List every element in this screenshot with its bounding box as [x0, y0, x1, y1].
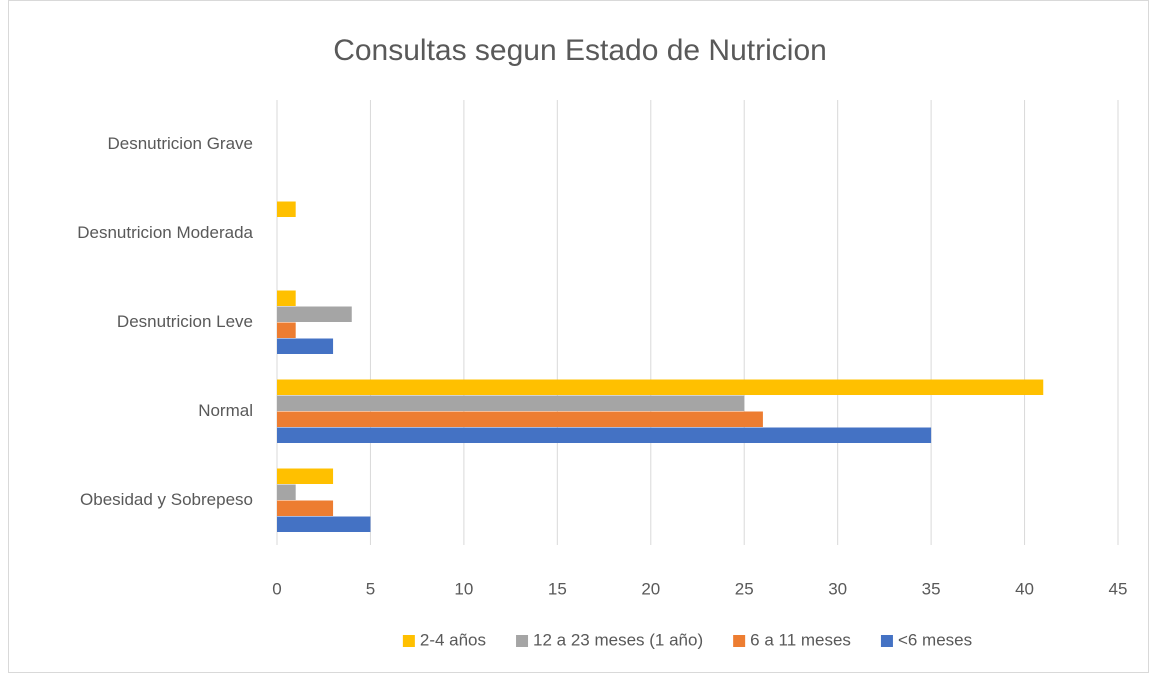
bar	[277, 395, 745, 411]
y-tick-label: Desnutricion Grave	[107, 134, 253, 153]
y-tick-label: Normal	[198, 401, 253, 420]
bar	[277, 201, 296, 217]
legend-label: 6 a 11 meses	[750, 630, 851, 649]
x-tick-label: 40	[1015, 579, 1034, 598]
bar	[277, 484, 296, 500]
legend-swatch	[880, 635, 893, 647]
chart-title: Consultas segun Estado de Nutricion	[333, 34, 827, 67]
y-tick-label: Desnutricion Moderada	[77, 223, 253, 242]
bar	[277, 468, 334, 484]
x-tick-label: 30	[828, 579, 847, 598]
bar	[277, 411, 763, 427]
y-tick-label: Desnutricion Leve	[117, 312, 253, 331]
bar	[277, 379, 1044, 395]
x-tick-label: 10	[454, 579, 473, 598]
legend-swatch	[733, 635, 746, 647]
x-tick-label: 35	[922, 579, 941, 598]
x-tick-label: 5	[366, 579, 375, 598]
x-tick-label: 25	[735, 579, 754, 598]
x-tick-label: 20	[641, 579, 660, 598]
bar	[277, 500, 334, 516]
x-tick-label: 45	[1109, 579, 1128, 598]
x-tick-label: 15	[548, 579, 567, 598]
legend-swatch	[402, 635, 415, 647]
legend-label: 2-4 años	[420, 630, 486, 649]
bar	[277, 290, 296, 306]
bar	[277, 338, 334, 354]
legend-label: 12 a 23 meses (1 año)	[533, 630, 703, 649]
legend-swatch	[516, 635, 529, 647]
bar	[277, 306, 352, 322]
bar	[277, 516, 371, 532]
legend-label: <6 meses	[898, 630, 972, 649]
bar	[277, 322, 296, 338]
bar	[277, 427, 932, 443]
y-tick-label: Obesidad y Sobrepeso	[80, 490, 253, 509]
chart-frame	[8, 0, 1149, 673]
x-tick-label: 0	[272, 579, 281, 598]
